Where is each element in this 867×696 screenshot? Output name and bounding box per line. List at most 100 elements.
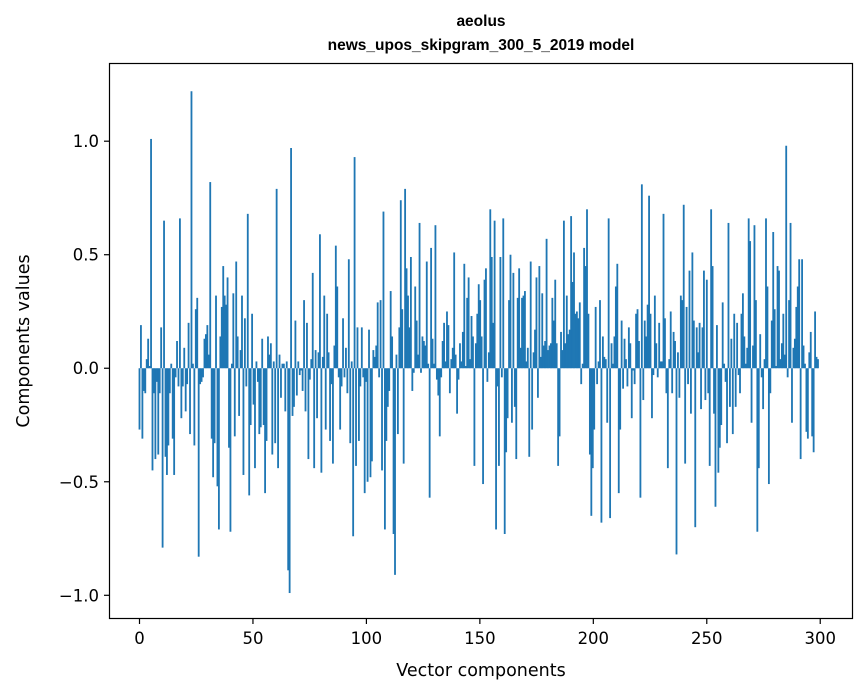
bar	[360, 327, 363, 369]
bar	[177, 368, 180, 387]
bar	[323, 295, 326, 369]
bar	[607, 218, 610, 369]
bar	[617, 368, 620, 494]
bar	[534, 329, 536, 369]
bar	[493, 220, 496, 369]
bar	[242, 368, 245, 475]
bar	[267, 336, 269, 369]
bar	[466, 297, 469, 369]
bar	[394, 368, 396, 575]
bar	[802, 345, 805, 369]
bar	[636, 309, 639, 369]
bar	[448, 368, 451, 394]
bar	[765, 218, 767, 369]
bar	[681, 300, 684, 369]
bar	[762, 368, 765, 410]
bar	[199, 368, 202, 385]
bar	[772, 232, 775, 369]
bar	[233, 368, 236, 437]
x-tick-label: 0	[134, 629, 145, 648]
bar	[365, 368, 368, 382]
bar	[513, 368, 516, 407]
bar	[476, 313, 479, 369]
bar	[168, 368, 171, 394]
bar	[268, 354, 271, 369]
bar	[241, 295, 243, 369]
bar	[320, 368, 323, 473]
bar	[386, 368, 389, 407]
bar	[550, 343, 552, 369]
bar	[558, 368, 561, 437]
bar	[398, 327, 401, 369]
bar	[655, 343, 658, 369]
bar	[778, 270, 780, 369]
bar	[313, 368, 316, 469]
bar	[280, 368, 282, 398]
bar	[601, 336, 604, 369]
bar	[545, 238, 548, 369]
bar	[795, 306, 798, 369]
bar	[264, 368, 266, 494]
bar	[656, 368, 659, 378]
bar	[254, 368, 256, 469]
bar	[557, 368, 560, 466]
y-tick-label: 1.0	[73, 132, 99, 151]
bar	[189, 368, 191, 435]
bar	[652, 368, 655, 376]
bar	[379, 300, 382, 369]
bar	[444, 361, 447, 369]
bar	[311, 272, 314, 369]
bar	[788, 300, 790, 369]
bar	[230, 363, 233, 369]
bar	[340, 368, 343, 387]
bar	[528, 368, 531, 457]
bar	[625, 359, 627, 369]
bar	[372, 350, 375, 369]
bar	[401, 309, 404, 369]
bar	[671, 368, 674, 394]
bar	[717, 368, 720, 473]
bar	[489, 209, 492, 369]
bar	[220, 306, 223, 369]
bar	[243, 318, 246, 369]
bar	[464, 365, 467, 369]
bar	[792, 347, 795, 369]
bar	[363, 368, 366, 494]
bar	[281, 363, 284, 369]
bar	[235, 261, 238, 369]
bar	[171, 368, 174, 439]
bar	[692, 320, 695, 369]
bar	[454, 354, 457, 369]
bar	[151, 368, 154, 471]
bar	[571, 281, 574, 369]
bar	[694, 368, 697, 528]
bar	[350, 361, 353, 369]
bar	[225, 304, 228, 369]
bar	[701, 327, 704, 369]
bar	[430, 247, 433, 369]
bar	[226, 277, 229, 369]
bar	[293, 368, 295, 407]
bar	[248, 368, 251, 496]
bar	[672, 331, 675, 369]
bar	[192, 363, 194, 369]
bar	[352, 368, 355, 537]
bar	[586, 209, 588, 369]
y-tick-label: −0.5	[59, 473, 99, 492]
bar	[204, 334, 207, 369]
bar	[609, 368, 612, 519]
bar	[274, 368, 277, 444]
bar	[630, 368, 633, 419]
bar	[368, 329, 370, 369]
bar	[554, 279, 557, 369]
bar	[661, 361, 663, 369]
bar	[675, 368, 678, 555]
bar	[304, 368, 307, 412]
bar	[662, 213, 665, 369]
bar	[216, 368, 219, 487]
bar	[707, 368, 710, 394]
bar	[203, 338, 206, 369]
bar	[740, 313, 743, 369]
bar	[157, 368, 160, 455]
bar	[186, 368, 189, 385]
